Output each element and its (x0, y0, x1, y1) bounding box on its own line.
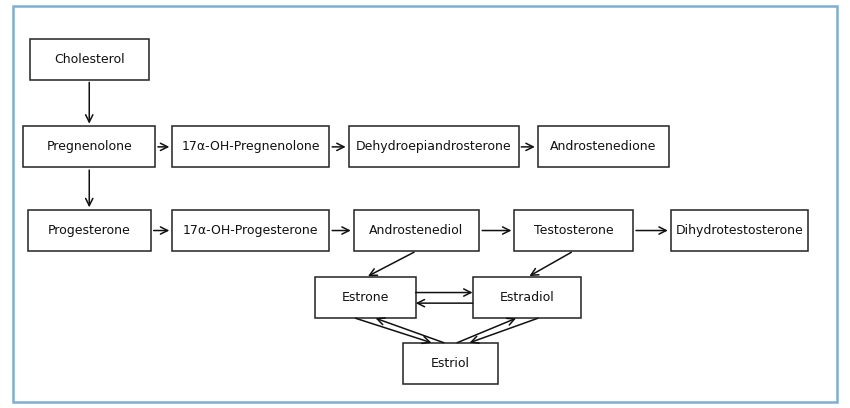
FancyBboxPatch shape (473, 277, 581, 318)
Text: Dihydrotestosterone: Dihydrotestosterone (676, 224, 803, 237)
FancyBboxPatch shape (348, 126, 518, 167)
FancyBboxPatch shape (27, 210, 151, 251)
Text: Cholesterol: Cholesterol (54, 53, 125, 66)
Text: Estrone: Estrone (342, 291, 389, 304)
FancyBboxPatch shape (315, 277, 416, 318)
FancyBboxPatch shape (537, 126, 670, 167)
Text: Pregnenolone: Pregnenolone (47, 140, 132, 153)
Text: Androstenediol: Androstenediol (370, 224, 463, 237)
FancyBboxPatch shape (403, 343, 498, 384)
Text: Estradiol: Estradiol (500, 291, 554, 304)
FancyBboxPatch shape (172, 210, 329, 251)
Text: Estriol: Estriol (431, 357, 470, 370)
Text: 17α-OH-Progesterone: 17α-OH-Progesterone (183, 224, 319, 237)
Text: Testosterone: Testosterone (534, 224, 614, 237)
Text: Androstenedione: Androstenedione (550, 140, 657, 153)
Text: Progesterone: Progesterone (48, 224, 131, 237)
Text: Dehydroepiandrosterone: Dehydroepiandrosterone (355, 140, 512, 153)
FancyBboxPatch shape (23, 126, 155, 167)
FancyBboxPatch shape (671, 210, 808, 251)
FancyBboxPatch shape (30, 39, 149, 80)
Text: 17α-OH-Pregnenolone: 17α-OH-Pregnenolone (182, 140, 320, 153)
FancyBboxPatch shape (514, 210, 633, 251)
FancyBboxPatch shape (172, 126, 329, 167)
FancyBboxPatch shape (354, 210, 479, 251)
FancyBboxPatch shape (13, 6, 837, 402)
